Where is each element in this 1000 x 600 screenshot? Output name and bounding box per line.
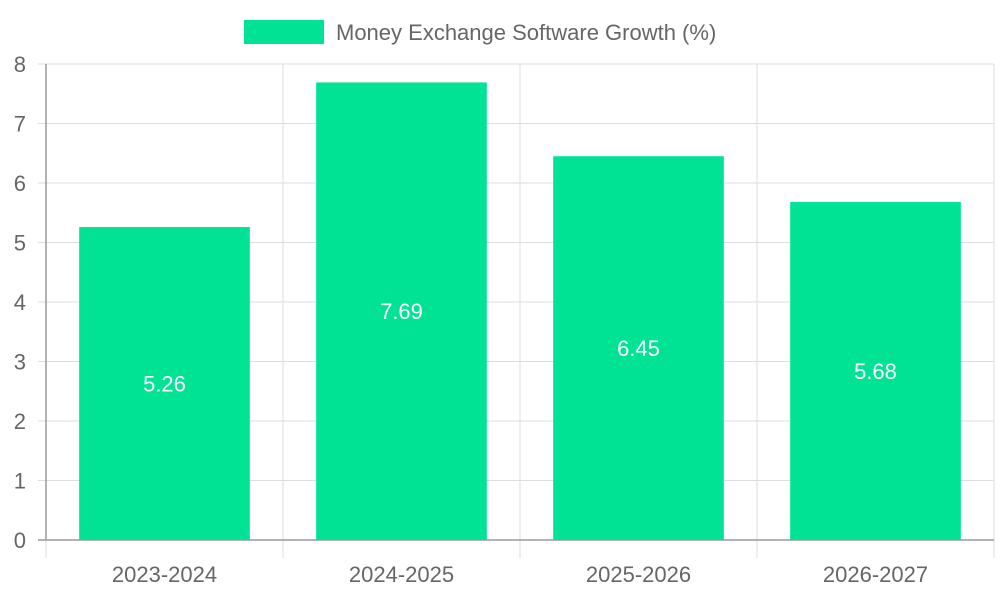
y-tick-label: 6 <box>14 171 26 196</box>
bars <box>79 82 961 541</box>
y-tick-label: 8 <box>14 52 26 77</box>
bar[interactable] <box>790 202 961 541</box>
y-tick-label: 7 <box>14 112 26 137</box>
x-tick-label: 2026-2027 <box>823 562 928 587</box>
bar[interactable] <box>553 156 724 540</box>
x-tick-label: 2025-2026 <box>586 562 691 587</box>
data-label: 5.68 <box>854 359 897 384</box>
y-tick-label: 0 <box>14 528 26 553</box>
legend[interactable]: Money Exchange Software Growth (%) <box>244 20 716 45</box>
y-tick-label: 2 <box>14 409 26 434</box>
legend-swatch <box>244 20 324 44</box>
axes <box>38 63 994 541</box>
y-tick-label: 1 <box>14 469 26 494</box>
data-label: 5.26 <box>143 372 186 397</box>
data-label: 7.69 <box>380 299 423 324</box>
y-tick-label: 3 <box>14 350 26 375</box>
labels: 0 1 2 3 4 5 6 7 8 5.26 2023-2024 7.69 2024-2025 6.45 2… <box>14 52 928 587</box>
y-tick-label: 4 <box>14 290 26 315</box>
x-tick-label: 2024-2025 <box>349 562 454 587</box>
y-tick-label: 5 <box>14 231 26 256</box>
data-label: 6.45 <box>617 336 660 361</box>
legend-label: Money Exchange Software Growth (%) <box>336 20 716 45</box>
bar[interactable] <box>79 227 250 540</box>
x-tick-label: 2023-2024 <box>112 562 217 587</box>
bar[interactable] <box>316 82 487 540</box>
